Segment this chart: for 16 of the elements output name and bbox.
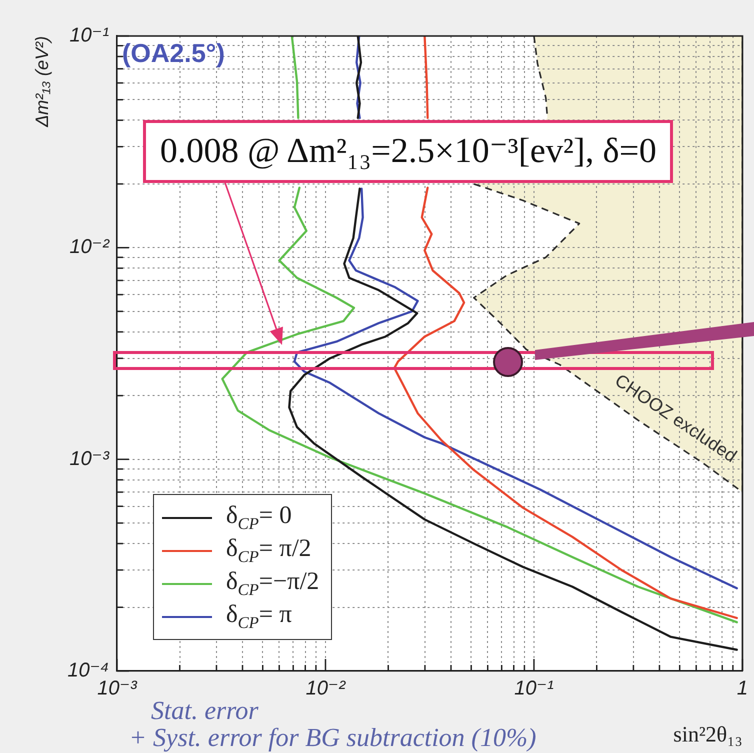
annotation: 0.008 @ Δm²₁₃=2.5×10⁻³[ev²], δ=0 — [143, 120, 674, 183]
x-tick-label: 10⁻² — [306, 678, 347, 700]
x-tick-label: 1 — [736, 678, 748, 700]
y-tick-label: 10⁻¹ — [70, 24, 110, 47]
text: + Syst. error for BG subtraction (10%) — [129, 723, 536, 753]
text: Stat. error — [151, 696, 258, 726]
x-axis-title: sin²2θ₁₃ — [673, 722, 742, 747]
y-tick-label: 10⁻² — [70, 236, 110, 258]
legend-label: δ$_{CP}$= π/2 — [226, 534, 312, 566]
x-tick-label: 10⁻¹ — [514, 678, 554, 700]
legend-label: δ$_{CP}$= π — [226, 600, 292, 632]
legend-label: δ$_{CP}$=−π/2 — [226, 568, 320, 600]
y-tick-label: 10⁻³ — [70, 448, 110, 470]
y-axis-title: Δm²₁₃ (eV²) — [32, 36, 52, 128]
annotation: (OA2.5°) — [122, 38, 225, 69]
legend-label: δ$_{CP}$= 0 — [226, 502, 292, 534]
